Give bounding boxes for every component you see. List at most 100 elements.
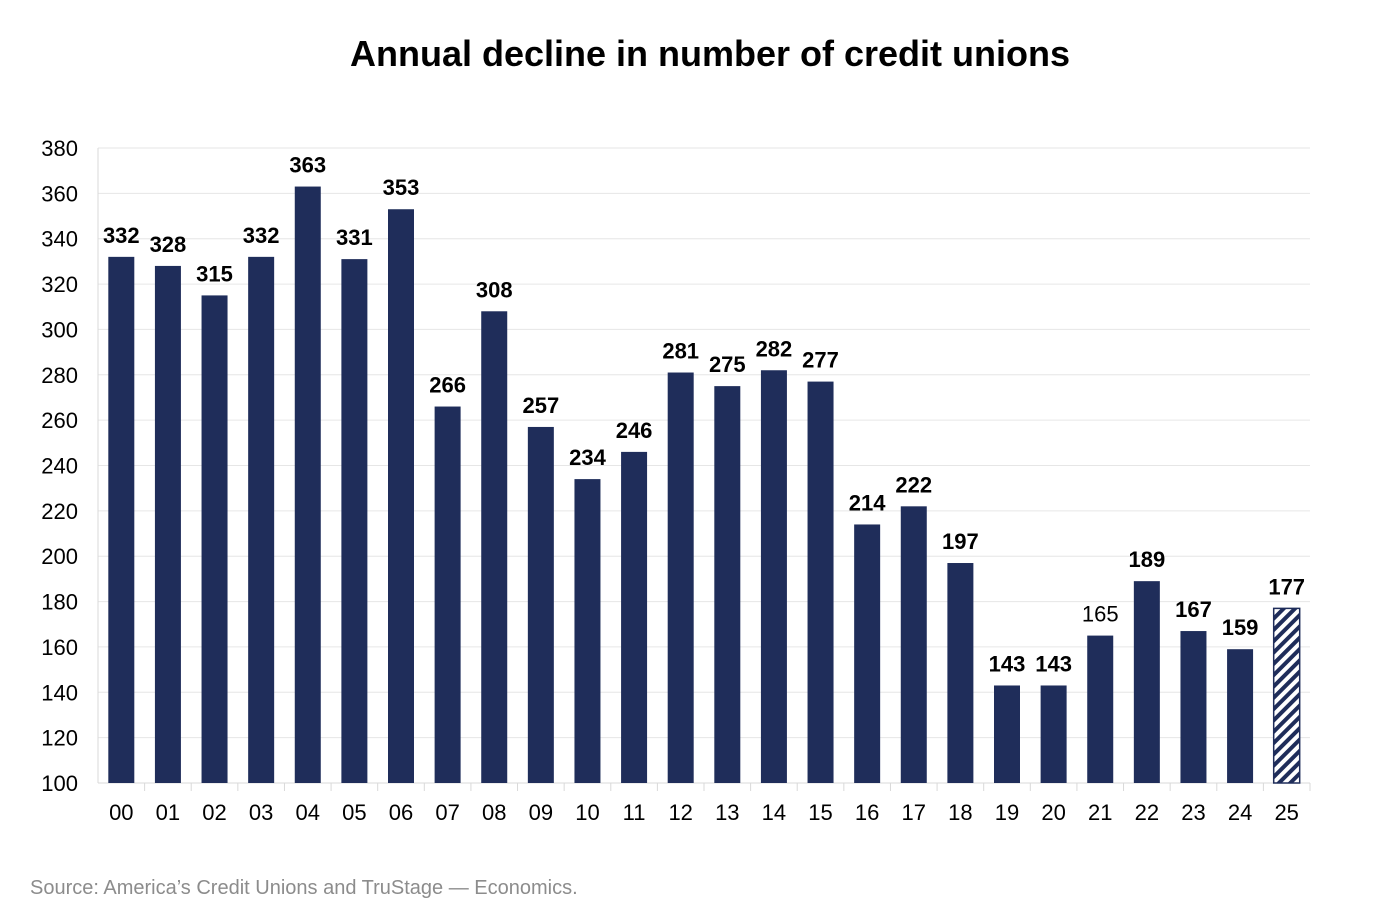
x-tick-label-11: 11 — [623, 800, 646, 825]
x-tick-label-18: 18 — [948, 800, 972, 825]
y-tick-label: 380 — [41, 136, 78, 161]
data-label-09: 257 — [522, 393, 559, 418]
bar-06 — [388, 209, 414, 783]
data-labels: 332 328 315 332 363 331 353 266 308 257 234 246 281 2… — [103, 153, 1305, 677]
data-label-18: 197 — [942, 529, 979, 554]
data-label-02: 315 — [196, 261, 233, 286]
bar-08 — [481, 311, 508, 783]
data-label-03: 332 — [243, 223, 280, 248]
y-tick-label: 140 — [41, 680, 78, 705]
bar-18 — [947, 563, 974, 783]
x-tick-label-00: 00 — [109, 800, 133, 825]
x-axis: 00 01 02 03 04 05 06 07 08 09 10 11 12 13 14 15 16 17 18 19… — [109, 783, 1311, 825]
y-tick-label: 160 — [41, 635, 78, 660]
x-tick-label-15: 15 — [808, 800, 832, 825]
bar-12 — [667, 372, 694, 783]
bar-17 — [900, 506, 927, 783]
y-tick-label: 320 — [41, 272, 78, 297]
bar-23 — [1180, 631, 1207, 783]
x-tick-label-03: 03 — [249, 800, 273, 825]
x-tick-label-25: 25 — [1274, 800, 1298, 825]
y-tick-label: 120 — [41, 726, 78, 751]
bar-14 — [760, 370, 787, 783]
bar-02 — [201, 295, 228, 783]
data-label-19: 143 — [989, 651, 1026, 676]
data-label-10: 234 — [569, 445, 606, 470]
y-axis: 100 120 140 160 180 200 220 240 260 280 300 320 340 3… — [41, 136, 78, 796]
x-tick-label-22: 22 — [1135, 800, 1159, 825]
data-label-21: 165 — [1082, 602, 1119, 627]
gridlines — [97, 147, 1310, 784]
x-tick-label-08: 08 — [482, 800, 506, 825]
x-tick-label-01: 01 — [156, 800, 180, 825]
bar-07 — [434, 406, 461, 783]
bar-11 — [621, 451, 648, 783]
bar-24 — [1227, 649, 1254, 783]
data-label-25: 177 — [1268, 574, 1305, 599]
bars — [108, 186, 1301, 784]
x-tick-label-02: 02 — [202, 800, 226, 825]
data-label-20: 143 — [1035, 651, 1072, 676]
data-label-15: 277 — [802, 348, 839, 373]
data-label-17: 222 — [895, 472, 932, 497]
y-tick-label: 280 — [41, 363, 78, 388]
y-tick-label: 180 — [41, 590, 78, 615]
data-label-14: 282 — [756, 336, 793, 361]
x-tick-label-14: 14 — [762, 800, 786, 825]
data-label-08: 308 — [476, 277, 513, 302]
bar-05 — [341, 259, 368, 783]
x-tick-label-12: 12 — [668, 800, 692, 825]
data-label-13: 275 — [709, 352, 746, 377]
data-label-23: 167 — [1175, 597, 1212, 622]
bar-15 — [807, 381, 834, 783]
bar-16 — [854, 524, 881, 783]
x-tick-label-07: 07 — [435, 800, 459, 825]
data-label-06: 353 — [383, 175, 420, 200]
bar-13 — [714, 386, 741, 783]
y-tick-label: 200 — [41, 544, 78, 569]
data-label-11: 246 — [616, 418, 653, 443]
x-tick-label-21: 21 — [1088, 800, 1112, 825]
source-note: Source: America’s Credit Unions and TruS… — [30, 877, 578, 899]
y-tick-label: 340 — [41, 227, 78, 252]
data-label-22: 189 — [1128, 547, 1165, 572]
data-label-07: 266 — [429, 373, 466, 398]
x-tick-label-10: 10 — [575, 800, 599, 825]
data-label-00: 332 — [103, 223, 140, 248]
bar-21 — [1087, 635, 1114, 783]
y-tick-label: 100 — [41, 771, 78, 796]
x-tick-label-16: 16 — [855, 800, 879, 825]
bar-20 — [1040, 685, 1067, 783]
x-tick-label-04: 04 — [296, 800, 320, 825]
data-label-12: 281 — [662, 339, 699, 364]
bar-09 — [527, 426, 554, 783]
x-tick-label-20: 20 — [1041, 800, 1065, 825]
data-label-01: 328 — [150, 232, 187, 257]
bar-00 — [108, 256, 135, 783]
bar-01 — [154, 265, 181, 783]
bar-19 — [994, 685, 1020, 783]
y-tick-label: 360 — [41, 181, 78, 206]
data-label-04: 363 — [289, 153, 326, 178]
chart-title: Annual decline in number of credit union… — [350, 33, 1070, 74]
x-tick-label-19: 19 — [995, 800, 1019, 825]
bar-22 — [1133, 581, 1160, 783]
x-tick-label-17: 17 — [902, 800, 926, 825]
bar-03 — [248, 256, 275, 783]
y-tick-label: 260 — [41, 408, 78, 433]
bar-10 — [574, 479, 601, 783]
bar-25 — [1272, 607, 1301, 784]
y-tick-label: 240 — [41, 454, 78, 479]
data-label-16: 214 — [849, 490, 886, 515]
x-tick-label-13: 13 — [715, 800, 739, 825]
x-tick-label-05: 05 — [342, 800, 366, 825]
x-tick-label-24: 24 — [1228, 800, 1252, 825]
x-tick-label-09: 09 — [529, 800, 553, 825]
data-label-24: 159 — [1222, 615, 1259, 640]
data-label-05: 331 — [336, 225, 373, 250]
bar-04 — [294, 186, 321, 783]
y-tick-label: 300 — [41, 317, 78, 342]
x-tick-label-23: 23 — [1181, 800, 1205, 825]
x-tick-label-06: 06 — [389, 800, 413, 825]
